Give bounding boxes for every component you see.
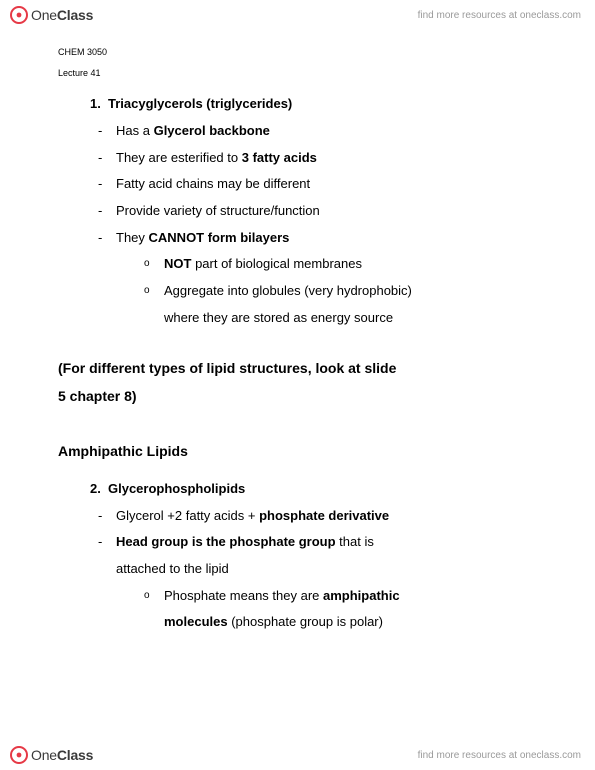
bullet: -They CANNOT form bilayers [98, 226, 545, 251]
section-heading: Amphipathic Lipids [58, 438, 545, 465]
sub-bullet: oNOT part of biological membranes [144, 252, 545, 277]
sub-bullet: oPhosphate means they are amphipathic [144, 584, 545, 609]
bullet: -They are esterified to 3 fatty acids [98, 146, 545, 171]
bullet: -Head group is the phosphate group that … [98, 530, 545, 555]
sub-bullet-cont: molecules (phosphate group is polar) [164, 610, 545, 635]
course-code: CHEM 3050 [58, 44, 545, 61]
bullet-cont: attached to the lipid [116, 557, 545, 582]
footer-tagline: find more resources at oneclass.com [418, 750, 581, 761]
page-header: OneClass find more resources at oneclass… [0, 0, 595, 30]
heading-2: 2.Glycerophospholipids [90, 477, 545, 502]
logo-icon [10, 746, 28, 764]
bullet: -Has a Glycerol backbone [98, 119, 545, 144]
note-paragraph: (For different types of lipid structures… [58, 354, 545, 410]
heading-1: 1.Triacyglycerols (triglycerides) [90, 92, 545, 117]
logo-text: OneClass [31, 747, 93, 763]
lecture-number: Lecture 41 [58, 65, 545, 82]
brand-logo: OneClass [10, 746, 93, 764]
bullet: -Provide variety of structure/function [98, 199, 545, 224]
sub-bullet: oAggregate into globules (very hydrophob… [144, 279, 545, 304]
header-tagline: find more resources at oneclass.com [418, 10, 581, 21]
document-body: CHEM 3050 Lecture 41 1.Triacyglycerols (… [58, 44, 545, 637]
page-footer: OneClass find more resources at oneclass… [0, 740, 595, 770]
bullet: -Fatty acid chains may be different [98, 172, 545, 197]
logo-icon [10, 6, 28, 24]
bullet: -Glycerol +2 fatty acids + phosphate der… [98, 504, 545, 529]
brand-logo: OneClass [10, 6, 93, 24]
logo-text: OneClass [31, 7, 93, 23]
sub-bullet-cont: where they are stored as energy source [164, 306, 545, 331]
